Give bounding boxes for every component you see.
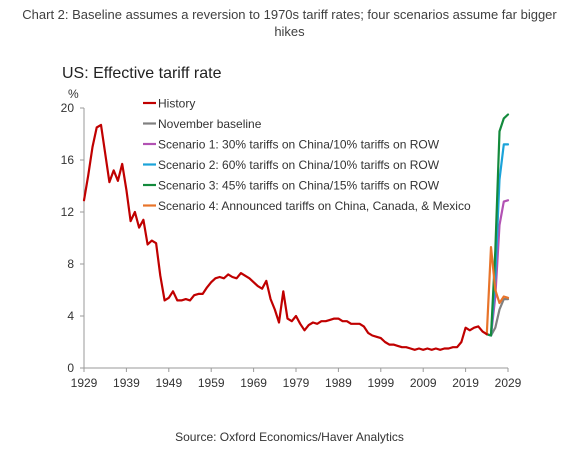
series-line-history [82, 123, 488, 351]
x-tick-label: 1989 [325, 376, 352, 390]
x-tick-label: 2009 [410, 376, 437, 390]
x-tick-label: 1929 [71, 376, 98, 390]
y-tick-label: 20 [61, 101, 75, 115]
y-tick-label: 0 [67, 361, 74, 375]
chart-source: Source: Oxford Economics/Haver Analytics [175, 430, 404, 444]
legend-label: November baseline [158, 117, 262, 131]
x-tick-label: 2019 [452, 376, 479, 390]
legend-label: History [158, 97, 195, 111]
series-line-november-baseline [485, 298, 510, 337]
x-tick-label: 1959 [198, 376, 225, 390]
legend-label: Scenario 4: Announced tariffs on China, … [158, 199, 471, 213]
x-tick-label: 1999 [367, 376, 394, 390]
y-axis-unit-label: % [68, 87, 79, 101]
legend-label: Scenario 1: 30% tariffs on China/10% tar… [158, 138, 440, 152]
series-line-scenario-3-45-tariffs-on-china-15-tariffs-on-row [485, 113, 510, 337]
y-tick-label: 12 [61, 205, 75, 219]
y-tick-label: 8 [67, 257, 74, 271]
chart-subtitle: US: Effective tariff rate [62, 65, 222, 82]
x-tick-label: 1939 [113, 376, 140, 390]
x-tick-label: 1949 [155, 376, 182, 390]
y-tick-label: 16 [61, 153, 75, 167]
legend-label: Scenario 3: 45% tariffs on China/15% tar… [158, 179, 440, 193]
legend-label: Scenario 2: 60% tariffs on China/10% tar… [158, 158, 440, 172]
y-tick-label: 4 [67, 309, 74, 323]
x-tick-label: 1979 [283, 376, 310, 390]
x-tick-label: 1969 [240, 376, 267, 390]
chart-title: Chart 2: Baseline assumes a reversion to… [22, 7, 557, 39]
series-line-scenario-4-announced-tariffs-on-china-canada-mexico [485, 246, 510, 336]
x-tick-label: 2029 [495, 376, 522, 390]
